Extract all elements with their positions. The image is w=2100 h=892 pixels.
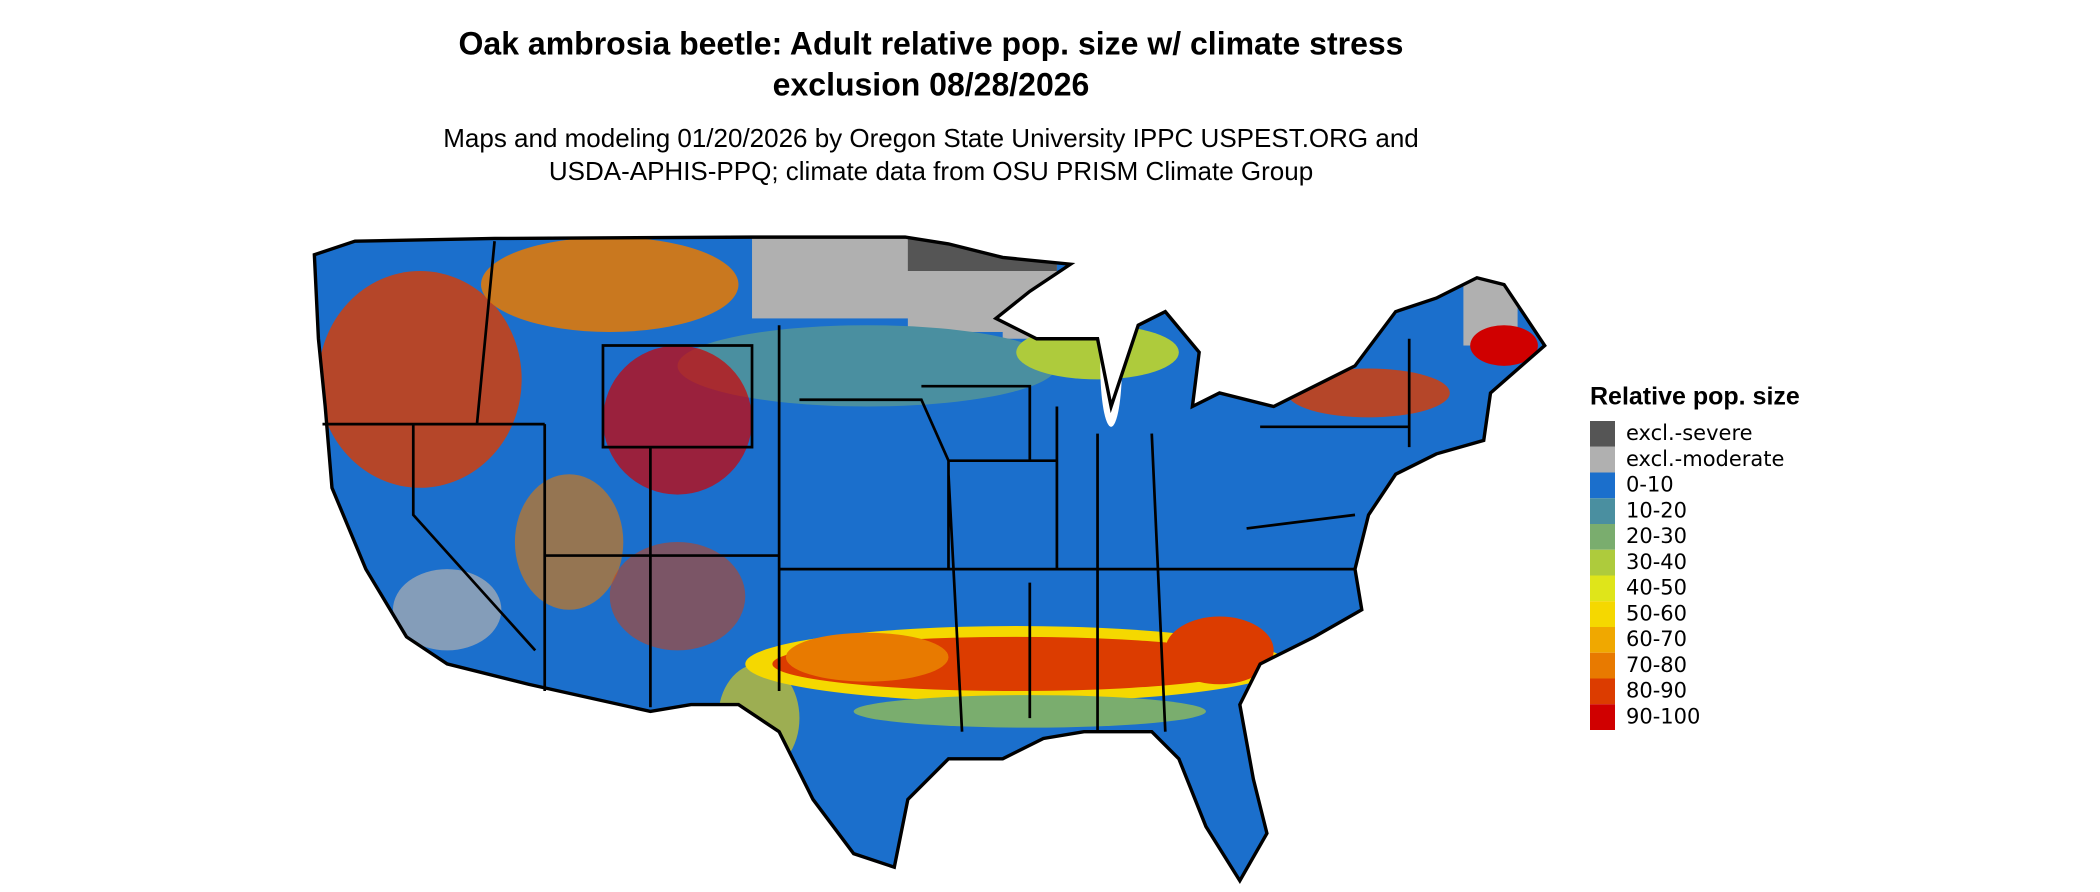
legend-label: 20-30 <box>1626 524 1687 548</box>
legend-swatch <box>1590 524 1615 550</box>
legend-label: 30-40 <box>1626 550 1687 574</box>
legend-swatch <box>1590 421 1615 447</box>
subtitle: USDA-APHIS-PPQ; climate data from OSU PR… <box>549 156 1313 186</box>
legend-label: 70-80 <box>1626 653 1687 677</box>
legend-label: excl.-moderate <box>1626 447 1784 471</box>
legend-label: 40-50 <box>1626 576 1687 600</box>
legend-label: 60-70 <box>1626 627 1687 651</box>
subtitle: Maps and modeling 01/20/2026 by Oregon S… <box>443 123 1419 153</box>
legend-swatch <box>1590 678 1615 705</box>
state-borders <box>322 241 1411 732</box>
legend-label: excl.-severe <box>1626 421 1753 445</box>
legend-swatch <box>1590 601 1615 627</box>
legend-swatch <box>1590 575 1615 602</box>
title: Oak ambrosia beetle: Adult relative pop.… <box>459 25 1404 61</box>
legend-swatch <box>1590 498 1615 524</box>
legend-label: 90-100 <box>1626 704 1700 728</box>
legend-swatch <box>1590 549 1615 576</box>
legend-swatch <box>1590 472 1615 499</box>
legend-label: 80-90 <box>1626 679 1687 703</box>
map <box>312 235 1547 883</box>
legend-label: 0-10 <box>1626 473 1674 497</box>
legend-label: 10-20 <box>1626 498 1687 522</box>
legend-swatch <box>1590 446 1615 473</box>
legend-label: 50-60 <box>1626 601 1687 625</box>
legend-title: Relative pop. size <box>1590 383 1800 411</box>
legend-swatch <box>1590 652 1615 679</box>
legend-swatch <box>1590 627 1615 653</box>
legend: excl.-severeexcl.-moderate0-1010-2020-30… <box>1590 421 1784 730</box>
legend-swatch <box>1590 704 1615 730</box>
title: exclusion 08/28/2026 <box>773 66 1090 102</box>
